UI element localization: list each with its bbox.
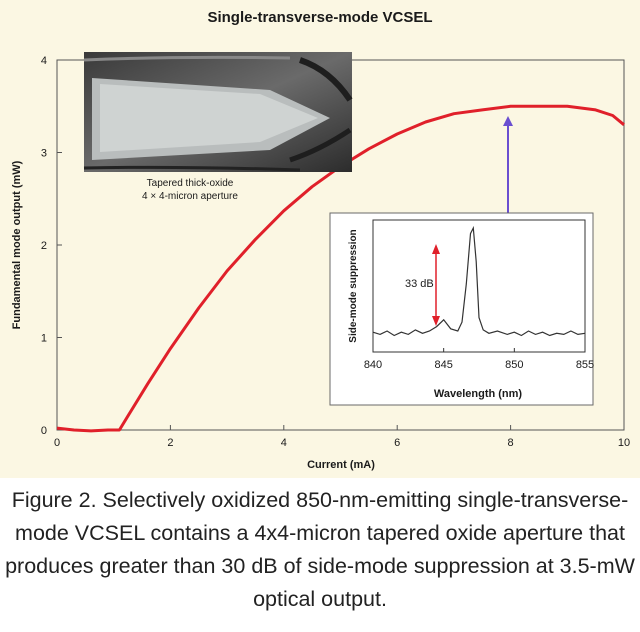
axis-ticks — [56, 59, 625, 431]
dynamic-range-arrow — [432, 244, 440, 326]
y-tick-label: 1 — [41, 333, 47, 345]
image-caption-line-2: 4 × 4-micron aperture — [142, 191, 238, 202]
y-tick-label: 4 — [41, 55, 47, 67]
inset-y-axis-label: Side-mode suppression — [348, 229, 359, 342]
inset-series-line — [372, 225, 586, 337]
inset-background — [329, 212, 594, 406]
inset-x-axis-label: Wavelength (nm) — [434, 388, 523, 400]
x-tick-label: 4 — [281, 437, 287, 449]
inset-axis-ticks — [372, 348, 586, 352]
x-tick-label: 0 — [54, 437, 60, 449]
x-tick-label: 6 — [394, 437, 400, 449]
y-axis-label: Fundamental mode output (mW) — [11, 160, 23, 329]
inset-x-tick-label: 850 — [505, 359, 523, 371]
inset-chart: 840 845 850 855 Wavelength (nm) Side-mode s… — [329, 212, 594, 406]
x-axis-label: Current (mA) — [307, 459, 375, 471]
y-tick-label: 2 — [41, 240, 47, 252]
figure-caption: Figure 2. Selectively oxidized 850-nm-em… — [0, 478, 640, 632]
pointer-arrow — [503, 116, 513, 216]
y-tick-label: 0 — [41, 425, 47, 437]
y-tick-label: 3 — [41, 148, 47, 160]
series-line-output — [56, 104, 625, 433]
image-caption-line-1: Tapered thick-oxide — [147, 178, 234, 189]
x-tick-label: 8 — [508, 437, 514, 449]
chart-title: Single-transverse-mode VCSEL — [207, 9, 432, 26]
inset-axis-tick-labels: 840 845 850 855 — [364, 359, 594, 371]
x-tick-label: 10 — [618, 437, 630, 449]
chart-area: Single-transverse-mode VCSEL 0 2 4 6 8 10 0 1 2 3… — [11, 9, 631, 471]
x-tick-label: 2 — [167, 437, 173, 449]
inset-x-tick-label: 840 — [364, 359, 382, 371]
micrograph-image — [83, 52, 353, 172]
inset-annotation: 33 dB — [405, 278, 434, 290]
main-chart: Single-transverse-mode VCSEL 0 2 4 6 8 10 0 1 2 3… — [11, 9, 630, 471]
inset-x-tick-label: 845 — [434, 359, 452, 371]
inset-frame — [372, 219, 586, 353]
axis-tick-labels: 0 2 4 6 8 10 0 1 2 3 4 — [41, 55, 630, 449]
inset-x-tick-label: 855 — [576, 359, 594, 371]
